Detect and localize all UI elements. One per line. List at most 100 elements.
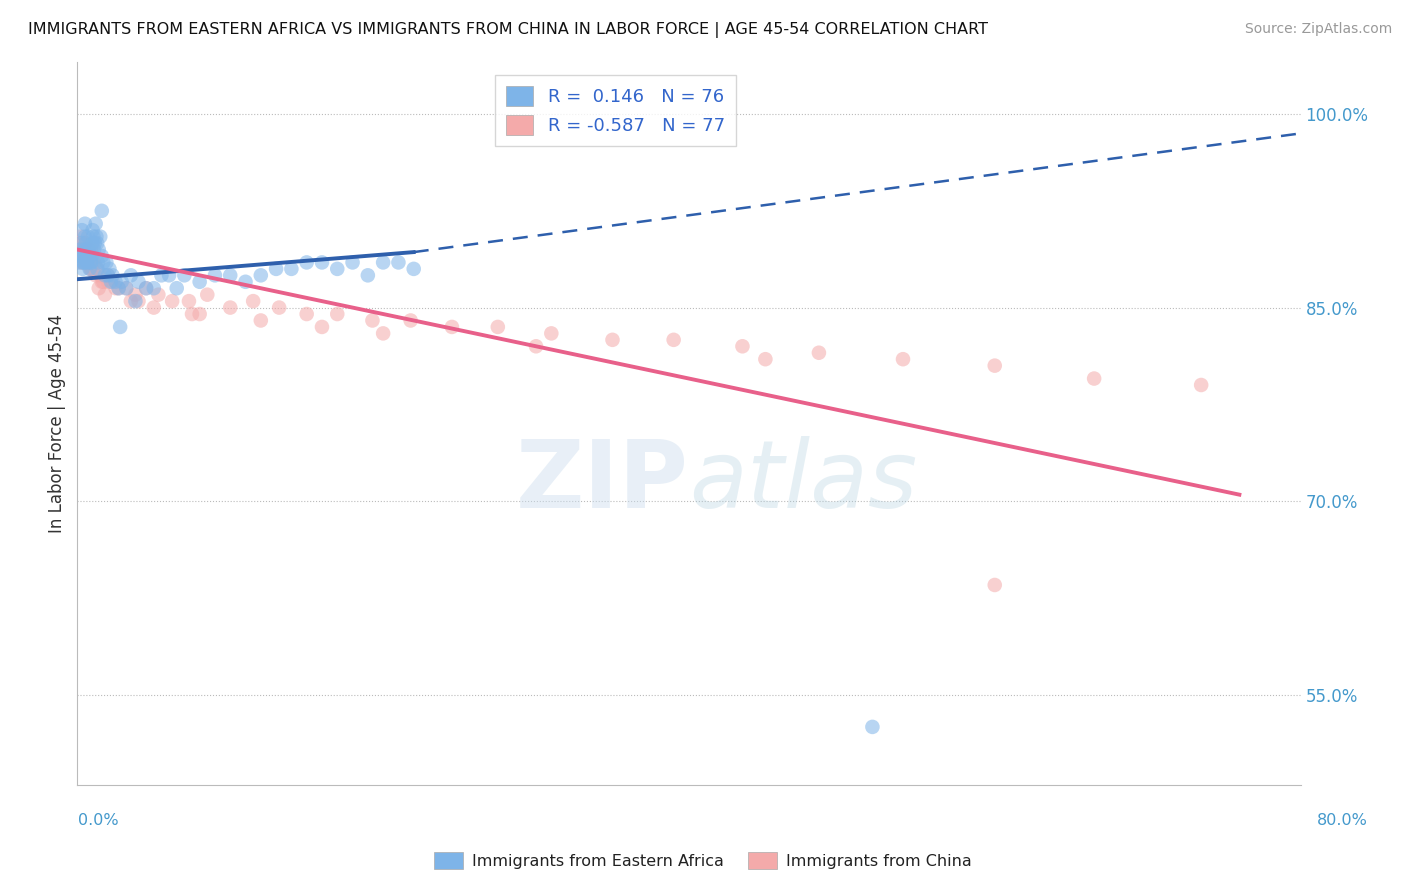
Point <box>195 287 218 301</box>
Point <box>73 243 96 257</box>
Point <box>891 352 914 367</box>
Point <box>311 255 333 269</box>
Point <box>77 243 100 257</box>
Point <box>295 307 318 321</box>
Point <box>77 249 100 263</box>
Point <box>115 281 138 295</box>
Point <box>70 235 93 250</box>
Point <box>524 339 547 353</box>
Point <box>73 229 96 244</box>
Point <box>342 255 364 269</box>
Point <box>984 359 1007 373</box>
Point <box>70 255 93 269</box>
Point <box>83 255 105 269</box>
Point <box>79 261 101 276</box>
Point <box>69 243 91 257</box>
Point <box>181 307 204 321</box>
Point <box>72 235 94 250</box>
Point <box>264 261 287 276</box>
Point <box>101 275 124 289</box>
Point <box>91 255 114 269</box>
Point <box>67 235 90 250</box>
Point <box>97 268 120 283</box>
Point <box>219 301 242 315</box>
Point <box>70 249 93 263</box>
Point <box>94 268 117 283</box>
Point <box>120 268 142 283</box>
Point <box>73 255 96 269</box>
Point <box>82 235 104 250</box>
Point <box>72 261 94 276</box>
Point <box>80 255 103 269</box>
Point <box>1083 371 1105 385</box>
Point <box>94 287 117 301</box>
Point <box>76 255 98 269</box>
Point <box>602 333 624 347</box>
Point <box>101 268 124 283</box>
Point <box>104 281 127 295</box>
Point <box>77 243 100 257</box>
Point <box>77 229 100 244</box>
Point <box>148 287 170 301</box>
Point <box>984 578 1007 592</box>
Point <box>540 326 562 341</box>
Point <box>84 217 107 231</box>
Point <box>82 255 104 269</box>
Point <box>70 243 93 257</box>
Point <box>115 281 138 295</box>
Point <box>731 339 754 353</box>
Point <box>75 235 97 250</box>
Point <box>142 281 165 295</box>
Point <box>242 294 264 309</box>
Point <box>107 281 129 295</box>
Point <box>371 255 394 269</box>
Point <box>69 249 91 263</box>
Point <box>96 255 118 269</box>
Point <box>73 243 96 257</box>
Point <box>135 281 157 295</box>
Point <box>76 255 98 269</box>
Text: 80.0%: 80.0% <box>1317 814 1368 828</box>
Point <box>77 249 100 263</box>
Point <box>79 255 101 269</box>
Point <box>124 287 146 301</box>
Point <box>82 229 104 244</box>
Point <box>73 217 96 231</box>
Point <box>80 243 103 257</box>
Point <box>84 235 107 250</box>
Point <box>90 249 112 263</box>
Text: IMMIGRANTS FROM EASTERN AFRICA VS IMMIGRANTS FROM CHINA IN LABOR FORCE | AGE 45-: IMMIGRANTS FROM EASTERN AFRICA VS IMMIGR… <box>28 22 988 38</box>
Point <box>100 275 122 289</box>
Point <box>399 313 422 327</box>
Point <box>166 281 188 295</box>
Point <box>107 281 129 295</box>
Text: ZIP: ZIP <box>516 435 689 527</box>
Point <box>104 275 127 289</box>
Point <box>80 249 103 263</box>
Point <box>89 229 111 244</box>
Point <box>177 294 200 309</box>
Point <box>97 275 120 289</box>
Point <box>124 294 146 309</box>
Point <box>108 320 131 334</box>
Legend: R =  0.146   N = 76, R = -0.587   N = 77: R = 0.146 N = 76, R = -0.587 N = 77 <box>495 75 735 145</box>
Point <box>90 203 112 218</box>
Point <box>76 255 98 269</box>
Point <box>97 268 120 283</box>
Point <box>486 320 509 334</box>
Point <box>67 255 90 269</box>
Point <box>76 255 98 269</box>
Point <box>87 281 110 295</box>
Text: atlas: atlas <box>689 436 917 527</box>
Point <box>98 261 121 276</box>
Point <box>311 320 333 334</box>
Point <box>150 268 173 283</box>
Point <box>86 261 108 276</box>
Point <box>204 268 226 283</box>
Point <box>80 261 103 276</box>
Point <box>82 261 104 276</box>
Point <box>86 229 108 244</box>
Point <box>387 255 409 269</box>
Point <box>269 301 291 315</box>
Point <box>70 223 93 237</box>
